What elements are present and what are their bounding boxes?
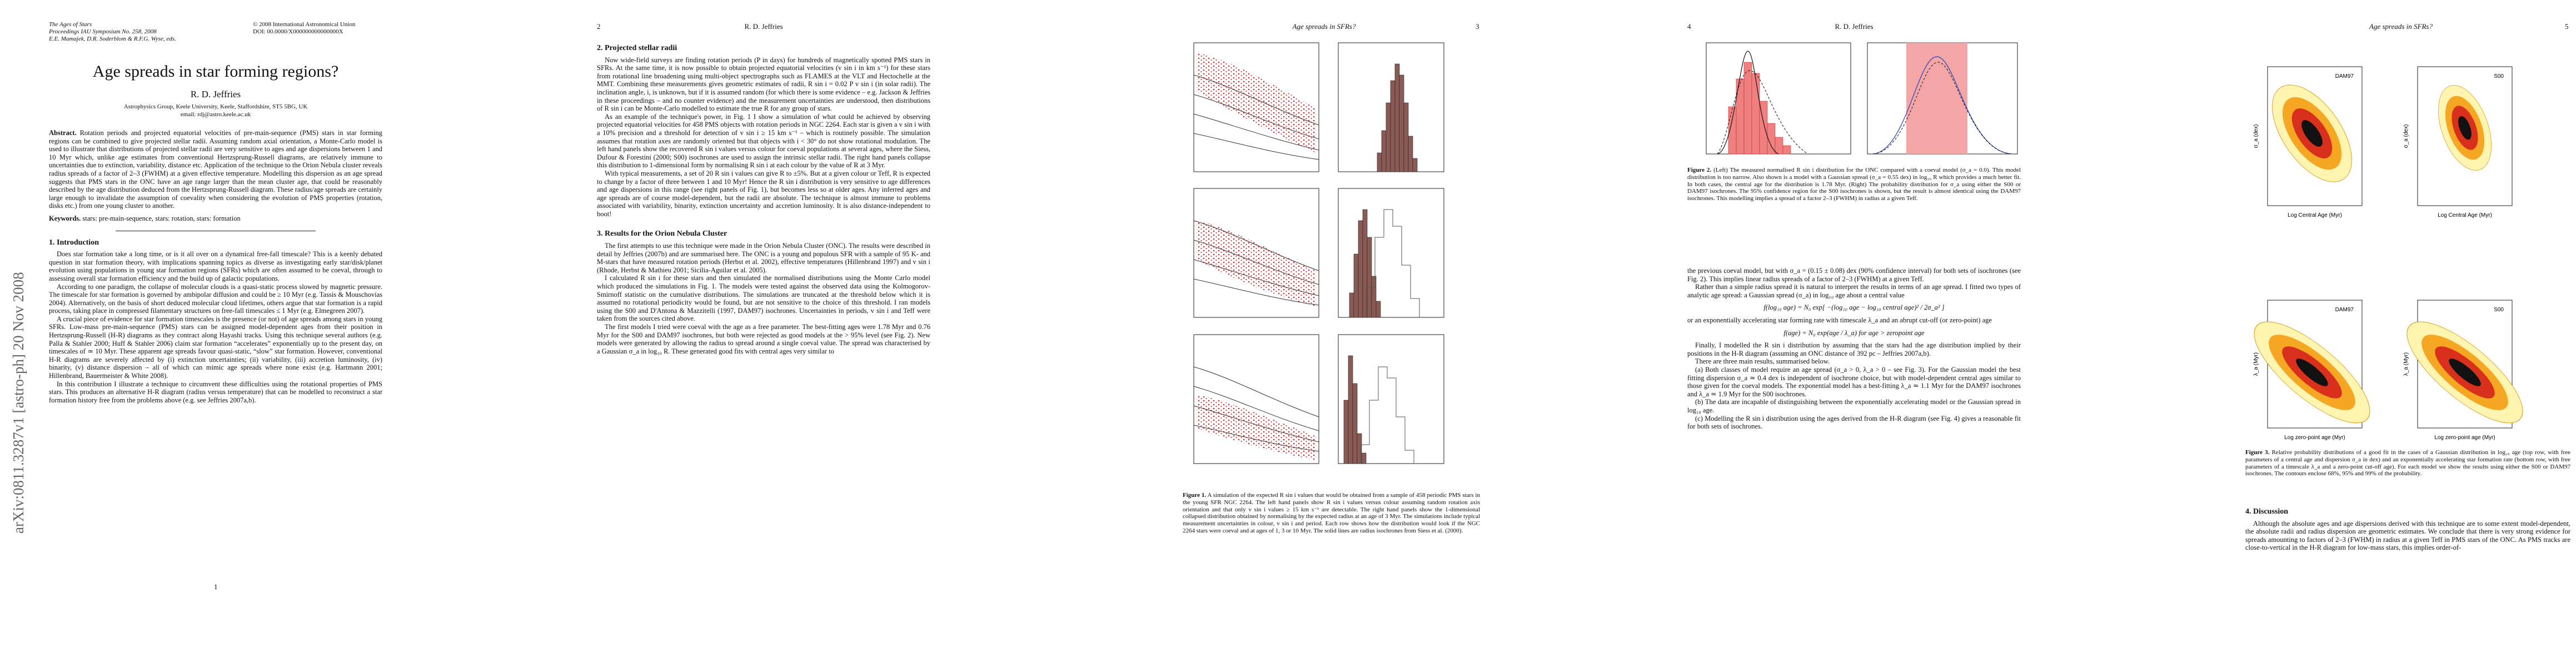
y-axis-label: σ_a (dex) bbox=[2253, 125, 2259, 148]
y-axis-label: σ_a (dex) bbox=[2403, 125, 2409, 148]
running-head: Age spreads in SFRs? bbox=[2369, 22, 2433, 31]
header-line: Proceedings IAU Symposium No. 258, 2008 bbox=[49, 28, 157, 35]
x-axis-label: Log Central Age (Myr) bbox=[2438, 212, 2492, 218]
keywords-text: stars: pre-main-sequence, stars: rotatio… bbox=[82, 214, 241, 222]
paragraphs: Although the absolute ages and age dispe… bbox=[2245, 520, 2570, 552]
section-heading: 3. Results for the Orion Nebula Cluster bbox=[597, 230, 728, 238]
paragraphs: Finally, I modelled the R sin i distribu… bbox=[1687, 341, 2021, 431]
page4-body: the previous coeval model, but with σ_a … bbox=[1687, 267, 2021, 431]
abstract: Abstract. Rotation periods and projected… bbox=[49, 129, 382, 210]
equation: f(age) = N₀ exp(age / λ_a) for age > zer… bbox=[1783, 328, 1925, 337]
paragraph: As an example of the technique's power, … bbox=[597, 112, 930, 170]
paragraph: Now wide-field surveys are finding rotat… bbox=[597, 56, 930, 113]
panel-label: DAM97 bbox=[2335, 307, 2354, 313]
header-line: E.E. Mamajek, D.R. Soderblom & R.F.G. Wy… bbox=[49, 36, 176, 42]
figure-panel: S00 Log zero-point age (Myr) λ_a (Myr) bbox=[2392, 300, 2538, 441]
panel-label: DAM97 bbox=[2335, 73, 2354, 79]
header-line: DOI: 00.0000/X000000000000000X bbox=[253, 28, 343, 35]
paragraphs: the previous coeval model, but with σ_a … bbox=[1687, 267, 2021, 299]
page-number: 1 bbox=[214, 583, 218, 591]
keywords-label: Keywords. bbox=[49, 214, 81, 222]
paragraph: A crucial piece of evidence for star for… bbox=[49, 315, 382, 380]
figure-caption: Figure 3. Relative probability distribut… bbox=[2245, 449, 2570, 477]
panel-label: S00 bbox=[2494, 307, 2504, 313]
figure-label: Figure 1. bbox=[1183, 492, 1207, 499]
abstract-text: Rotation periods and projected equatoria… bbox=[49, 129, 383, 210]
caption-text: Relative probability distributions of a … bbox=[2245, 449, 2571, 477]
section-heading: 4. Discussion bbox=[2245, 507, 2289, 516]
paragraph: Rather than a simple radius spread it is… bbox=[1687, 283, 2021, 299]
y-axis-label: λ_a (Myr) bbox=[2403, 352, 2409, 376]
page-number: 4 bbox=[1687, 22, 1691, 31]
figure-caption: Figure 2. (Left) The measured normalised… bbox=[1687, 167, 2021, 202]
keywords: Keywords. stars: pre-main-sequence, star… bbox=[49, 215, 382, 223]
y-axis-label: λ_a (Myr) bbox=[2253, 352, 2259, 376]
section-heading: 2. Projected stellar radii bbox=[597, 44, 677, 52]
paragraph: I calculated R sin i for these stars and… bbox=[597, 274, 930, 323]
paragraphs: The first attempts to use this technique… bbox=[597, 242, 930, 355]
equation: f(log₁₀ age) = N₀ exp[ −(log₁₀ age − log… bbox=[1763, 303, 1945, 312]
paragraph: According to one paradigm, the collapse … bbox=[49, 282, 382, 315]
paragraph: Does star formation take a long time, or… bbox=[49, 250, 382, 282]
paragraph: the previous coeval model, but with σ_a … bbox=[1687, 267, 2021, 283]
paragraph: The first models I tried were coeval wit… bbox=[597, 323, 930, 355]
paragraphs: or an exponentially accelerating star fo… bbox=[1687, 316, 2021, 325]
email: email: rdj@astro.keele.ac.uk bbox=[180, 111, 251, 118]
affiliation: Astrophysics Group, Keele University, Ke… bbox=[123, 103, 308, 110]
panel-label: S00 bbox=[2494, 73, 2504, 79]
caption-text: (Left) The measured normalised R sin i d… bbox=[1687, 167, 2021, 202]
figure-row bbox=[1193, 42, 1444, 172]
paragraphs: Now wide-field surveys are finding rotat… bbox=[597, 56, 930, 218]
figure-1 bbox=[1193, 42, 1444, 464]
figure-3: DAM97 Log Central Age (Myr) σ_a (dex) S0… bbox=[2245, 66, 2538, 441]
abstract-label: Abstract. bbox=[49, 129, 77, 137]
paragraph: or an exponentially accelerating star fo… bbox=[1687, 316, 1992, 324]
caption-text: A simulation of the expected R sin i val… bbox=[1183, 492, 1480, 534]
paragraph: (c) Modelling the R sin i distribution u… bbox=[1687, 414, 2021, 431]
figure-row bbox=[1193, 188, 1444, 318]
figure-panel: S00 Log Central Age (Myr) σ_a (dex) bbox=[2403, 66, 2513, 218]
page-number: 2 bbox=[597, 22, 601, 31]
figure-label: Figure 3. bbox=[2245, 449, 2270, 456]
header-line: The Ages of Stars bbox=[49, 21, 92, 28]
x-axis-label: Log zero-point age (Myr) bbox=[2284, 435, 2345, 441]
paper-title: Age spreads in star forming regions? bbox=[92, 62, 339, 81]
paragraph: In this contribution I illustrate a tech… bbox=[49, 380, 382, 404]
paragraph: Although the absolute ages and age dispe… bbox=[2245, 519, 2570, 552]
paragraph: There are three main results, summarised… bbox=[1695, 357, 1830, 366]
paragraph: With typical measurements, a set of 20 R… bbox=[597, 169, 930, 218]
section-heading: 1. Introduction bbox=[49, 238, 99, 247]
running-head: Age spreads in SFRs? bbox=[1292, 22, 1356, 31]
page1-body: Abstract. Rotation periods and projected… bbox=[49, 129, 382, 404]
x-axis-label: Log zero-point age (Myr) bbox=[2434, 435, 2495, 441]
figure-row bbox=[1193, 334, 1444, 464]
arxiv-stamp: arXiv:0811.3287v1 [astro-ph] 20 Nov 2008 bbox=[10, 272, 27, 534]
figure-panel bbox=[1867, 42, 2018, 155]
figure-panel: DAM97 Log zero-point age (Myr) λ_a (Myr) bbox=[2245, 300, 2385, 441]
paragraph: (b) The data are incapable of distinguis… bbox=[1687, 398, 2021, 414]
x-axis-label: Log Central Age (Myr) bbox=[2288, 212, 2342, 218]
header-right: © 2008 International Astronomical Union … bbox=[253, 21, 355, 36]
figure-label: Figure 2. bbox=[1687, 167, 1712, 173]
figure-panel: DAM97 Log Central Age (Myr) σ_a (dex) bbox=[2253, 66, 2368, 218]
page2-body: 2. Projected stellar radii Now wide-fiel… bbox=[597, 37, 930, 355]
paragraph: Finally, I modelled the R sin i distribu… bbox=[1687, 341, 2021, 357]
paragraph: (a) Both classes of model require an age… bbox=[1687, 365, 2021, 398]
figure-caption: Figure 1. A simulation of the expected R… bbox=[1183, 492, 1480, 535]
page5-body: 4. Discussion Although the absolute ages… bbox=[2245, 500, 2570, 552]
header-left: The Ages of Stars Proceedings IAU Sympos… bbox=[49, 21, 176, 43]
running-head: R. D. Jeffries bbox=[1835, 22, 1874, 31]
figure-panel bbox=[1706, 42, 1851, 155]
page-number: 3 bbox=[1476, 22, 1479, 31]
figure-2 bbox=[1706, 42, 2018, 155]
author: R. D. Jeffries bbox=[190, 89, 241, 99]
page-number: 5 bbox=[2565, 22, 2569, 31]
paragraph: The first attempts to use this technique… bbox=[597, 242, 930, 274]
paragraphs: Does star formation take a long time, or… bbox=[49, 250, 382, 404]
header-line: © 2008 International Astronomical Union bbox=[253, 21, 356, 28]
running-head: R. D. Jeffries bbox=[744, 22, 783, 31]
